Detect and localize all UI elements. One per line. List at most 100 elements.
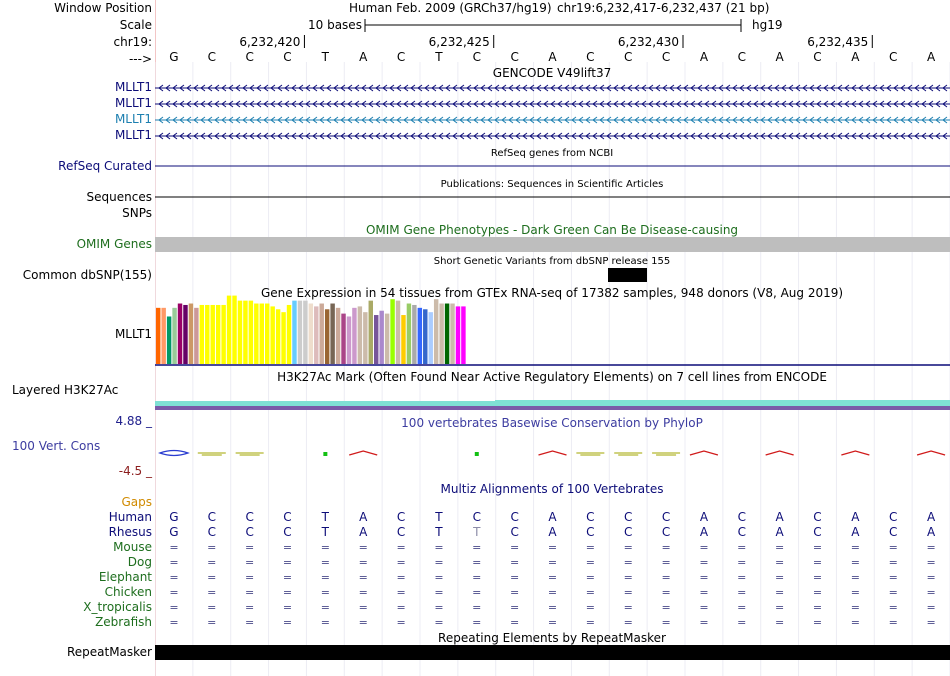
gtex-tissue-bar[interactable] [401, 315, 406, 364]
phylop-score-mark[interactable] [576, 452, 605, 456]
gtex-tissue-bar[interactable] [205, 304, 210, 364]
phylop-score-mark[interactable] [614, 452, 643, 456]
phylop-score-mark[interactable] [157, 449, 190, 457]
gtex-tissue-bar[interactable] [341, 313, 346, 364]
gtex-tissue-bar[interactable] [412, 304, 417, 364]
gtex-tissue-bar[interactable] [314, 306, 319, 364]
gencode-transcript[interactable] [155, 84, 950, 92]
gtex-tissue-bar[interactable] [270, 306, 275, 364]
gtex-tissue-bar[interactable] [379, 310, 384, 364]
gtex-tissue-bar[interactable] [275, 309, 281, 364]
gtex-tissue-bar[interactable] [292, 300, 297, 364]
gtex-tissue-bar[interactable] [199, 304, 205, 364]
gtex-tissue-bar[interactable] [444, 303, 450, 364]
repeatmasker-label[interactable]: RepeatMasker [66, 645, 152, 659]
gtex-tissue-bar[interactable] [303, 300, 308, 364]
species-zebrafish[interactable]: Zebrafish [95, 615, 152, 629]
gtex-tissue-bar[interactable] [259, 303, 264, 364]
omim-genes-label[interactable]: OMIM Genes [76, 237, 152, 251]
gencode-mllt1-2[interactable]: MLLT1 [114, 96, 152, 110]
gtex-tissue-bar[interactable] [455, 306, 461, 364]
gaps-label[interactable]: Gaps [121, 495, 152, 509]
sequences-label[interactable]: Sequences [86, 190, 152, 204]
gtex-tissue-bar[interactable] [265, 303, 270, 364]
gtex-tissue-bar[interactable] [324, 309, 330, 364]
gencode-mllt1-4[interactable]: MLLT1 [114, 128, 152, 142]
h3k27ac-label[interactable]: Layered H3K27Ac [12, 383, 119, 397]
phylop-score-mark[interactable] [765, 450, 794, 456]
vert-cons-label[interactable]: 100 Vert. Cons [12, 439, 101, 453]
gtex-tissue-bar[interactable] [319, 303, 324, 364]
gtex-tissue-bar[interactable] [450, 303, 455, 364]
h3k27ac-signal-left[interactable] [155, 401, 495, 406]
gtex-tissue-bar[interactable] [156, 307, 161, 364]
gtex-tissue-bar[interactable] [357, 306, 363, 364]
gtex-tissue-bar[interactable] [395, 300, 401, 364]
species-human[interactable]: Human [108, 510, 152, 524]
gtex-tissue-bar[interactable] [423, 309, 428, 364]
phylop-score-mark[interactable] [538, 450, 567, 456]
h3k27ac-signal-right[interactable] [495, 400, 950, 406]
gtex-tissue-bar[interactable] [183, 304, 188, 364]
gtex-tissue-bar[interactable] [172, 307, 177, 364]
phylop-score-mark[interactable] [197, 452, 226, 456]
species-mouse[interactable]: Mouse [113, 540, 152, 554]
species-rhesus[interactable]: Rhesus [108, 525, 152, 539]
dbsnp-variant[interactable] [608, 268, 647, 282]
phylop-score-mark[interactable] [916, 450, 946, 456]
gtex-tissue-bar[interactable] [221, 304, 226, 364]
gtex-tissue-bar[interactable] [335, 307, 341, 364]
gencode-mllt1-1[interactable]: MLLT1 [114, 80, 152, 94]
phylop-score-mark[interactable] [689, 450, 719, 456]
gtex-tissue-bar[interactable] [237, 300, 243, 364]
gtex-tissue-bar[interactable] [232, 295, 237, 364]
gtex-tissue-bar[interactable] [297, 300, 303, 364]
phylop-score-mark[interactable] [349, 450, 378, 456]
gtex-tissue-bar[interactable] [363, 312, 368, 364]
gencode-transcript[interactable] [155, 100, 950, 108]
gtex-tissue-bar[interactable] [390, 299, 395, 364]
gtex-tissue-bar[interactable] [194, 307, 199, 364]
gencode-transcript[interactable] [155, 116, 950, 124]
gtex-tissue-bar[interactable] [346, 316, 352, 364]
gtex-tissue-bar[interactable] [439, 303, 444, 364]
gtex-tissue-bar[interactable] [215, 304, 221, 364]
phylop-score-mark[interactable] [841, 450, 870, 456]
gtex-tissue-bar[interactable] [461, 306, 466, 364]
gtex-tissue-bar[interactable] [368, 300, 373, 364]
gencode-transcript[interactable] [155, 132, 950, 140]
phylop-score-mark[interactable] [652, 452, 681, 456]
h3k27ac-signal-purple[interactable] [155, 406, 950, 410]
gtex-tissue-bar[interactable] [428, 312, 433, 364]
species-x-tropicalis[interactable]: X_tropicalis [83, 600, 152, 614]
repeatmasker-bar[interactable] [155, 645, 950, 660]
gtex-tissue-bar[interactable] [406, 303, 412, 364]
gtex-tissue-bar[interactable] [281, 312, 286, 364]
gtex-tissue-bar[interactable] [248, 300, 254, 364]
gtex-tissue-bar[interactable] [254, 303, 259, 364]
gtex-tissue-bar[interactable] [384, 313, 390, 364]
track-area[interactable]: Human Feb. 2009 (GRCh37/hg19) chr19:6,23… [155, 0, 950, 676]
snps-label[interactable]: SNPs [122, 206, 152, 220]
gtex-tissue-bar[interactable] [226, 295, 232, 364]
gtex-tissue-bar[interactable] [210, 304, 215, 364]
gtex-tissue-bar[interactable] [308, 303, 314, 364]
gencode-mllt1-3[interactable]: MLLT1 [114, 112, 152, 126]
species-dog[interactable]: Dog [127, 555, 152, 569]
gtex-tissue-bar[interactable] [417, 307, 423, 364]
phylop-score-mark[interactable] [235, 452, 264, 456]
gtex-tissue-bar[interactable] [433, 299, 439, 364]
common-dbsnp-label[interactable]: Common dbSNP(155) [22, 268, 152, 282]
gtex-tissue-bar[interactable] [188, 303, 194, 364]
gtex-gene-label[interactable]: MLLT1 [114, 327, 152, 341]
gtex-tissue-bar[interactable] [330, 303, 335, 364]
gtex-tissue-bar[interactable] [352, 307, 357, 364]
gtex-tissue-bar[interactable] [177, 303, 183, 364]
species-chicken[interactable]: Chicken [104, 585, 152, 599]
species-elephant[interactable]: Elephant [98, 570, 152, 584]
gtex-tissue-bar[interactable] [161, 307, 166, 364]
refseq-curated-label[interactable]: RefSeq Curated [58, 159, 152, 173]
omim-gene-bar[interactable] [155, 237, 950, 252]
gtex-tissue-bar[interactable] [166, 316, 172, 364]
gtex-tissue-bar[interactable] [286, 304, 292, 364]
